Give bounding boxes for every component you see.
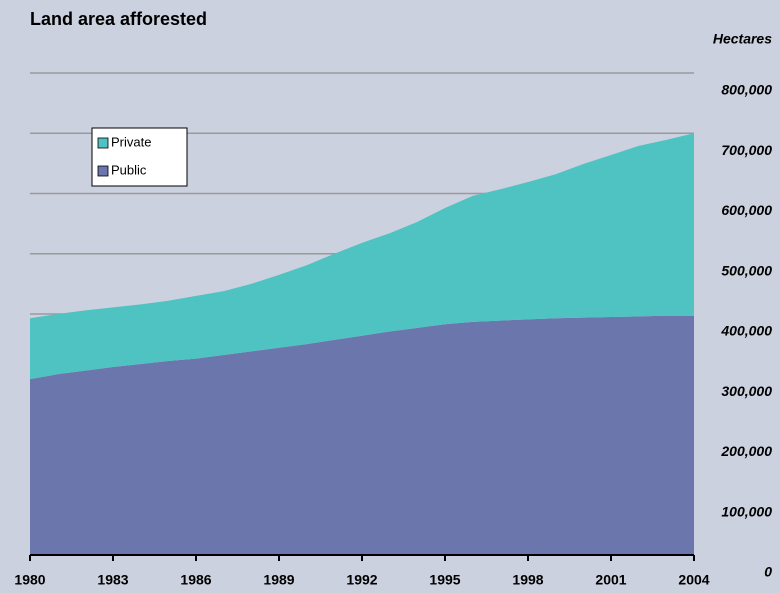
x-tick-label: 2001 — [595, 572, 626, 588]
x-tick-label: 1992 — [346, 572, 377, 588]
y-tick-label: 200,000 — [720, 443, 772, 459]
area — [30, 315, 694, 555]
x-tick-label: 1983 — [97, 572, 128, 588]
y-tick-label: 500,000 — [721, 262, 772, 278]
legend-swatch — [97, 165, 109, 177]
x-tick-label: 1998 — [512, 572, 543, 588]
y-tick-label: 300,000 — [721, 383, 772, 399]
chart-title: Land area afforested — [30, 9, 207, 29]
x-tick-label: 1980 — [14, 572, 45, 588]
legend: Public Private — [91, 127, 188, 187]
x-tick-label: 1995 — [429, 572, 460, 588]
area — [30, 133, 694, 380]
y-tick-label: 400,000 — [720, 323, 772, 339]
y-tick-label: 600,000 — [721, 202, 772, 218]
legend-swatch — [97, 137, 109, 149]
x-tick-label: 2004 — [678, 572, 709, 588]
y-tick-label: 800,000 — [721, 82, 772, 98]
legend-label: Public — [111, 162, 147, 177]
x-tick-label: 1986 — [180, 572, 211, 588]
y-axis-label: Hectares — [713, 31, 772, 47]
legend-label: Private — [111, 134, 151, 149]
x-tick-label: 1989 — [263, 572, 294, 588]
y-tick-label: 100,000 — [721, 503, 772, 519]
y-tick-label: 700,000 — [721, 142, 772, 158]
y-tick-label: 0 — [764, 564, 772, 580]
